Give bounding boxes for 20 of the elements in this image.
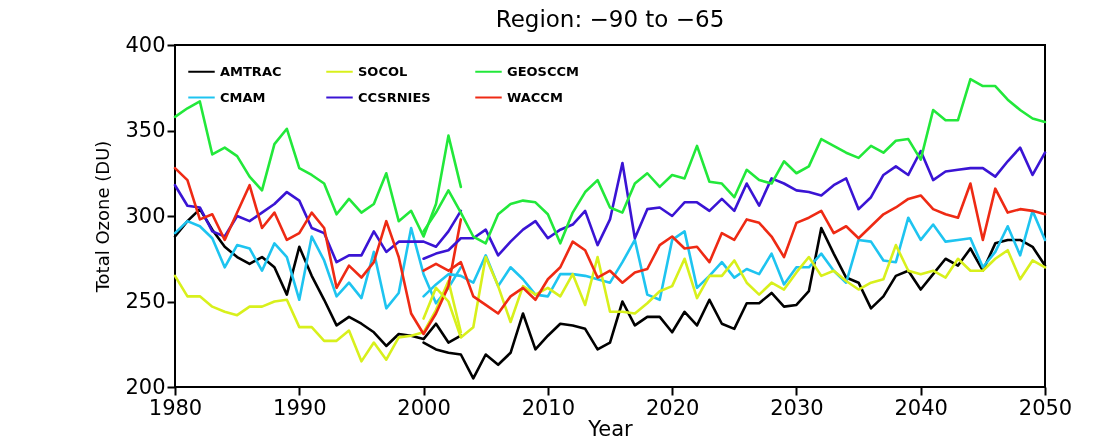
y-tick-label: 300 bbox=[125, 203, 166, 228]
x-tick-label: 2010 bbox=[521, 395, 576, 420]
x-axis-title: Year bbox=[587, 416, 634, 441]
y-tick-label: 350 bbox=[125, 118, 166, 142]
legend-label: WACCM bbox=[507, 89, 563, 105]
x-tick-label: 2050 bbox=[1018, 395, 1073, 420]
legend-label: SOCOL bbox=[358, 63, 408, 79]
legend-label: GEOSCCM bbox=[507, 63, 579, 79]
y-tick-label: 250 bbox=[125, 289, 166, 313]
x-tick-label: 2040 bbox=[894, 395, 948, 420]
legend-label: AMTRAC bbox=[220, 63, 282, 79]
x-tick-label: 2000 bbox=[397, 395, 451, 420]
x-tick-label: 2020 bbox=[645, 395, 700, 420]
x-tick-label: 1990 bbox=[273, 395, 327, 420]
legend-label: CMAM bbox=[220, 89, 266, 105]
y-axis-title: Total Ozone (DU) bbox=[92, 140, 114, 294]
y-tick-label: 400 bbox=[125, 32, 166, 57]
x-tick-label: 2030 bbox=[770, 395, 824, 420]
legend-label: CCSRNIES bbox=[358, 89, 431, 105]
chart-title: Region: −90 to −65 bbox=[495, 6, 725, 32]
